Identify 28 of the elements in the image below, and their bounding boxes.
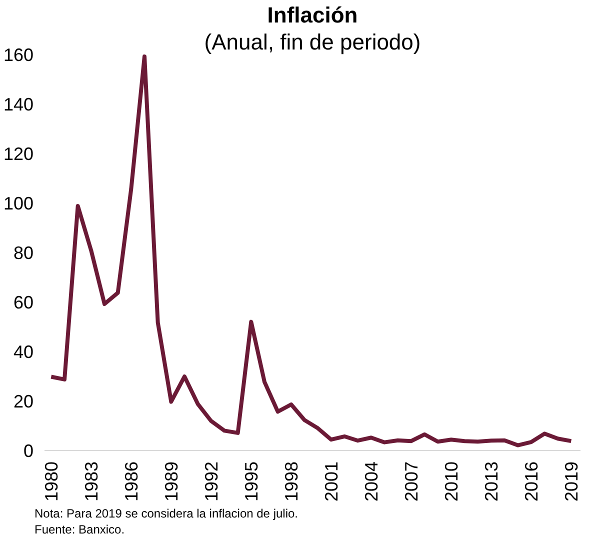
x-tick-label: 2001 — [322, 461, 342, 502]
y-tick-label: 40 — [13, 342, 34, 362]
y-tick-label: 160 — [3, 45, 34, 65]
chart-title: Inflación — [267, 2, 358, 28]
y-tick-label: 100 — [3, 194, 34, 214]
x-tick-label: 2019 — [562, 461, 582, 502]
y-tick-label: 0 — [23, 441, 34, 461]
x-tick-label: 1998 — [282, 461, 302, 502]
x-tick-label: 2013 — [482, 461, 502, 502]
x-tick-label: 1983 — [82, 461, 102, 502]
y-tick-label: 60 — [13, 292, 34, 312]
source-note: Fuente: Banxico. — [34, 522, 125, 536]
text: Nota: Para 2019 se considera la inflacion de julio. — [34, 506, 298, 520]
x-tick-label: 1986 — [122, 461, 142, 502]
x-tick-label: 2016 — [522, 461, 542, 502]
x-tick-label: 1995 — [242, 461, 262, 502]
line-series — [49, 54, 574, 448]
y-tick-label: 120 — [3, 144, 34, 164]
x-tick-label: 2004 — [362, 461, 382, 502]
x-tick-label: 1992 — [202, 461, 222, 502]
y-tick-label: 20 — [13, 392, 34, 412]
x-tick-label: 2007 — [402, 461, 422, 502]
x-tick-label: 2010 — [442, 461, 462, 502]
x-tick-label: 1989 — [162, 461, 182, 502]
y-tick-label: 80 — [13, 243, 34, 263]
chart-subtitle: (Anual, fin de periodo) — [204, 30, 421, 54]
x-tick-label: 1980 — [42, 461, 62, 502]
y-tick-label: 140 — [3, 94, 34, 114]
